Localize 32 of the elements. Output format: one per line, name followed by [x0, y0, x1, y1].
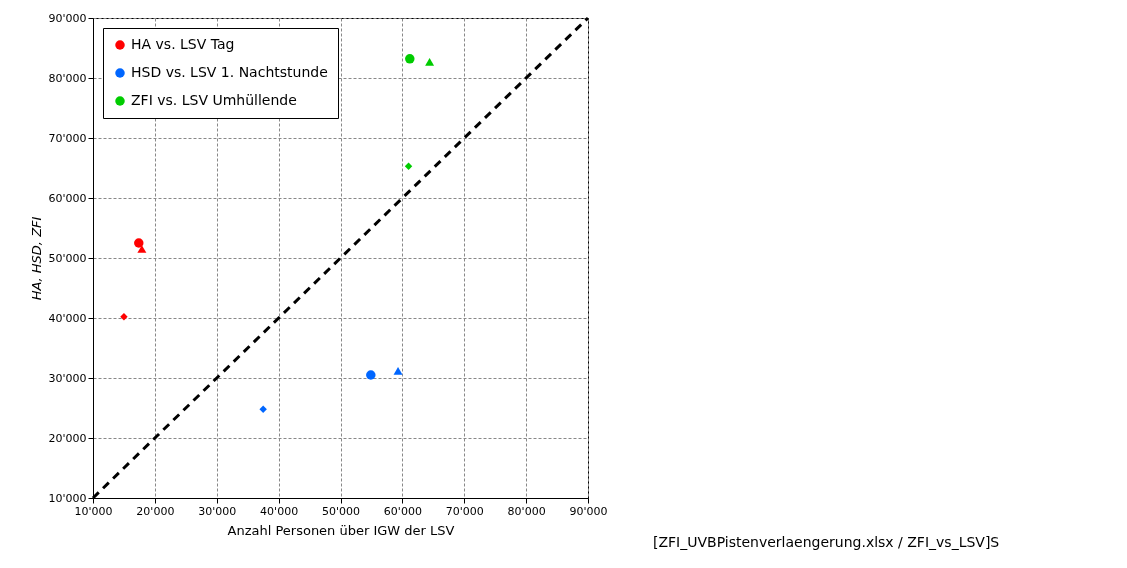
y-tick-label: 30'000 — [48, 371, 87, 385]
point — [259, 405, 267, 413]
legend-label: HSD vs. LSV 1. Nachtstunde — [131, 64, 328, 80]
y-tick-label: 40'000 — [48, 311, 87, 325]
x-tick-label: 70'000 — [445, 504, 484, 518]
point — [137, 245, 147, 253]
x-tick-label: 20'000 — [136, 504, 175, 518]
y-axis-title: HA, HSD, ZFI — [29, 216, 45, 301]
point — [404, 162, 413, 170]
x-tick-label: 10'000 — [74, 504, 113, 518]
point — [393, 366, 403, 375]
point — [134, 238, 144, 248]
y-tick-label: 80'000 — [48, 71, 87, 85]
y-tick-label: 20'000 — [48, 431, 87, 445]
x-tick-label: 40'000 — [260, 504, 299, 518]
y-tick-label: 10'000 — [48, 491, 87, 505]
y-tick-label: 70'000 — [48, 131, 87, 145]
y-tick-label: 60'000 — [48, 191, 87, 205]
x-axis-title: Anzahl Personen über IGW der LSV — [227, 522, 455, 538]
legend-label: ZFI vs. LSV Umhüllende — [131, 92, 297, 108]
legend-label: HA vs. LSV Tag — [131, 36, 235, 52]
point — [366, 370, 376, 380]
point — [425, 57, 435, 66]
x-tick-label: 50'000 — [321, 504, 361, 518]
text: [ZFI_UVBPistenverlaengerung.xlsx / ZFI_vs_LSV]S — [653, 534, 1000, 550]
x-tick-label: 80'000 — [507, 504, 546, 518]
x-tick-label: 90'000 — [569, 504, 608, 518]
y-tick-label: 90'000 — [48, 11, 87, 25]
y-tick-label: 50'000 — [48, 251, 87, 265]
point — [405, 54, 415, 64]
x-tick-label: 30'000 — [198, 504, 237, 518]
x-tick-label: 60'000 — [383, 504, 422, 518]
